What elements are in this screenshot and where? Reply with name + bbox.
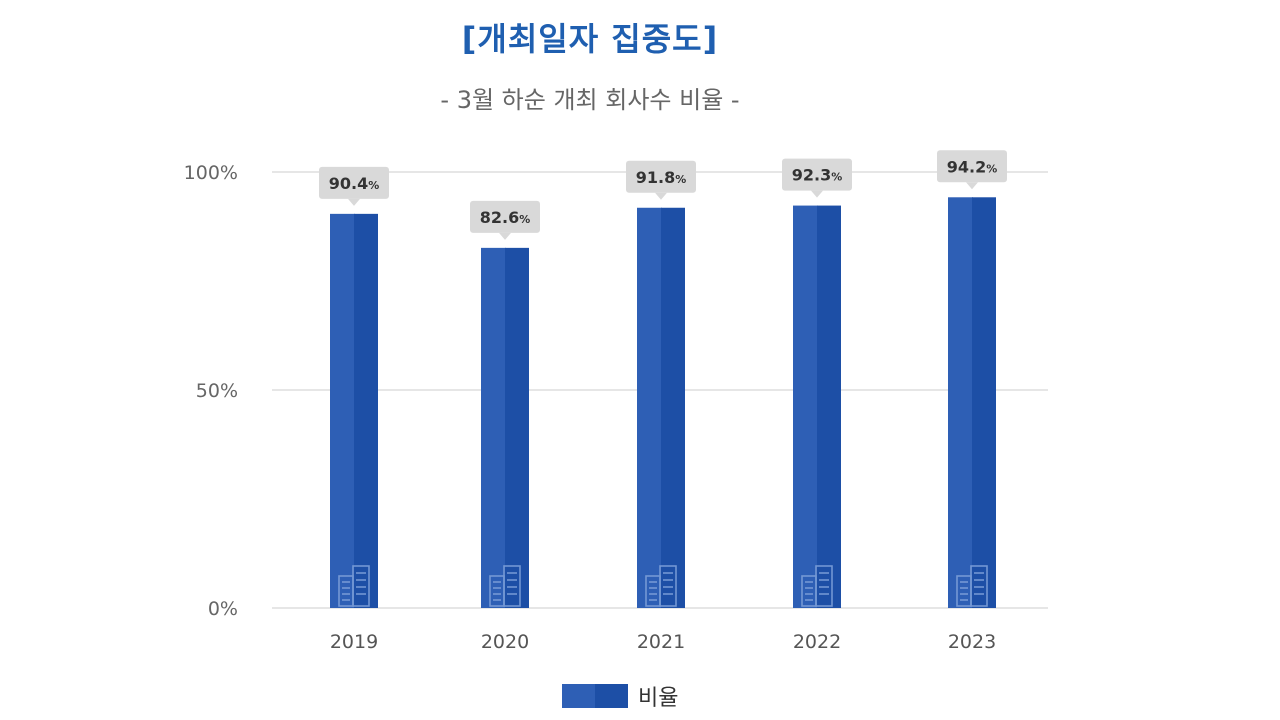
- bar-right-face: [354, 213, 378, 608]
- data-label: 92.3%: [792, 166, 843, 185]
- legend-swatch: [562, 684, 628, 708]
- data-label-pointer: [655, 192, 667, 200]
- y-tick-label: 50%: [196, 380, 238, 402]
- data-label-pointer: [966, 182, 978, 190]
- bar-left-face: [637, 207, 662, 608]
- bar-layer: [330, 197, 996, 608]
- building-icon: [489, 565, 521, 607]
- bar-right-face: [972, 197, 996, 608]
- y-tick-label: 100%: [184, 162, 238, 184]
- data-label-pointer: [499, 232, 511, 240]
- legend-label: 비율: [638, 686, 679, 711]
- building-icon: [645, 565, 677, 607]
- chart-subtitle: - 3월 하순 개최 회사수 비율 -: [440, 86, 740, 114]
- bar-right-face: [817, 205, 841, 608]
- data-label-box: [937, 150, 1007, 183]
- x-tick-label: 2021: [637, 631, 685, 653]
- bar-left-face: [948, 197, 973, 608]
- x-tick-label: 2020: [481, 631, 529, 653]
- data-label: 82.6%: [480, 208, 531, 227]
- data-label-box: [626, 160, 696, 193]
- x-tick-label: 2019: [330, 631, 378, 653]
- bar-left-face: [481, 247, 506, 608]
- building-icon: [338, 565, 370, 607]
- bar-right-face: [505, 247, 529, 608]
- bar: [793, 205, 841, 608]
- label-layer: 0% 50% 100% 90.4% 2019 82.6% 2020 91.8% 2021 92.3…: [184, 150, 1007, 653]
- data-label: 91.8%: [636, 168, 687, 187]
- building-icon: [956, 565, 988, 607]
- data-label-box: [782, 158, 852, 191]
- data-label-box: [470, 200, 540, 233]
- chart-title: [개최일자 집중도]: [461, 20, 719, 58]
- bar: [637, 207, 685, 608]
- building-icon: [801, 565, 833, 607]
- bar: [948, 197, 996, 608]
- y-tick-label: 0%: [208, 598, 238, 620]
- x-tick-label: 2023: [948, 631, 996, 653]
- legend: 비율: [562, 680, 678, 712]
- bar-left-face: [330, 213, 355, 608]
- bar-chart: 0% 50% 100% 90.4% 2019 82.6% 2020 91.8% 2021 92.3…: [184, 150, 1048, 653]
- bar-right-face: [661, 207, 685, 608]
- data-label-pointer: [811, 190, 823, 198]
- bar-left-face: [793, 205, 818, 608]
- data-label: 90.4%: [329, 174, 380, 193]
- data-label: 94.2%: [947, 157, 998, 176]
- bar: [481, 247, 529, 608]
- data-label-pointer: [348, 198, 360, 206]
- bar: [330, 213, 378, 608]
- x-tick-label: 2022: [793, 631, 841, 653]
- data-label-box: [319, 166, 389, 199]
